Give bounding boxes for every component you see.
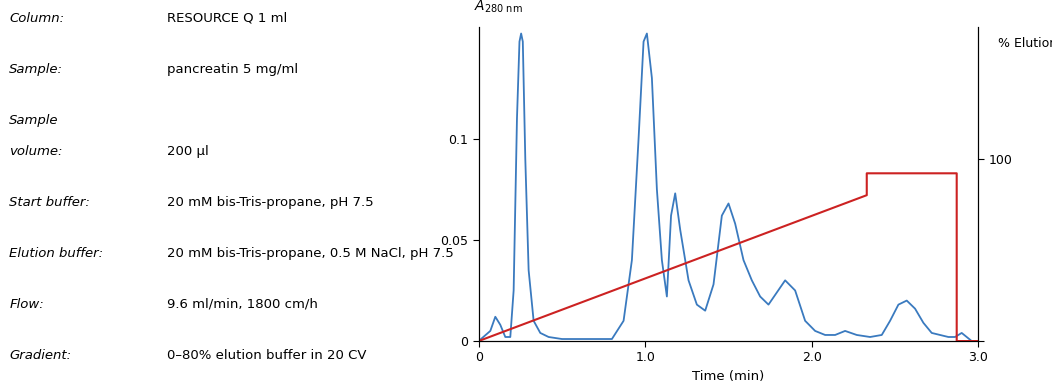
Text: Elution buffer:: Elution buffer:	[9, 247, 103, 260]
Text: 20 mM bis-Tris-propane, pH 7.5: 20 mM bis-Tris-propane, pH 7.5	[166, 196, 373, 209]
Text: Sample:: Sample:	[9, 63, 63, 76]
Text: Flow:: Flow:	[9, 298, 44, 311]
Text: $A_{280\ \mathrm{nm}}$: $A_{280\ \mathrm{nm}}$	[473, 0, 523, 15]
Text: 200 µl: 200 µl	[166, 145, 208, 158]
Text: 20 mM bis-Tris-propane, 0.5 M NaCl, pH 7.5: 20 mM bis-Tris-propane, 0.5 M NaCl, pH 7…	[166, 247, 453, 260]
Text: Sample: Sample	[9, 114, 59, 127]
Text: % Elution buffer: % Elution buffer	[998, 37, 1052, 50]
Text: Gradient:: Gradient:	[9, 349, 72, 362]
Text: Column:: Column:	[9, 12, 64, 25]
X-axis label: Time (min): Time (min)	[692, 370, 765, 383]
Text: Start buffer:: Start buffer:	[9, 196, 90, 209]
Text: volume:: volume:	[9, 145, 63, 158]
Text: 9.6 ml/min, 1800 cm/h: 9.6 ml/min, 1800 cm/h	[166, 298, 318, 311]
Text: 0–80% elution buffer in 20 CV: 0–80% elution buffer in 20 CV	[166, 349, 366, 362]
Text: RESOURCE Q 1 ml: RESOURCE Q 1 ml	[166, 12, 287, 25]
Text: pancreatin 5 mg/ml: pancreatin 5 mg/ml	[166, 63, 298, 76]
